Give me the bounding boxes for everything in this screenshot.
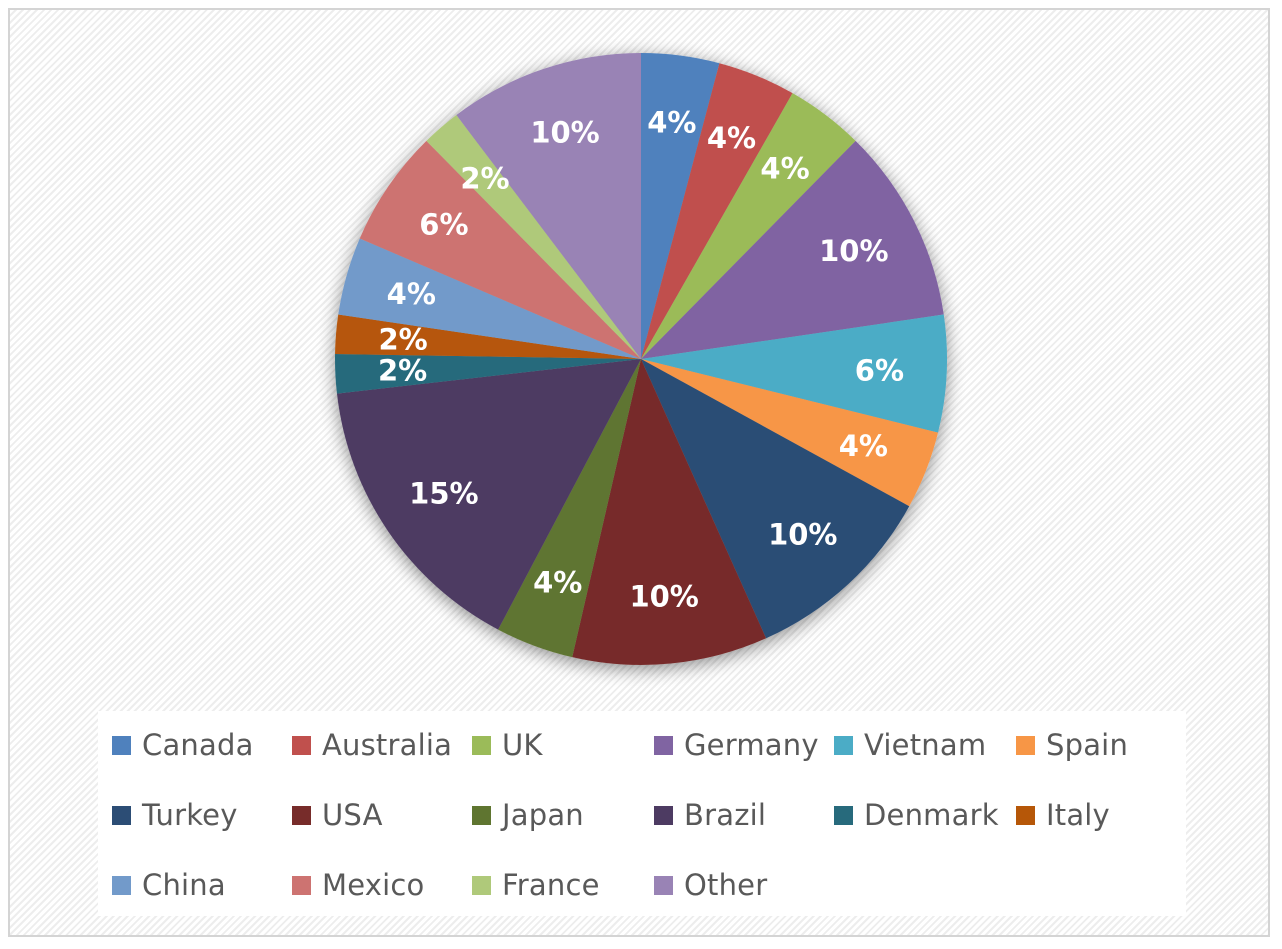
legend-swatch (654, 805, 673, 825)
slice-label-mexico: 6% (419, 207, 468, 241)
legend-item-china: China (112, 865, 226, 905)
legend-label: Spain (1046, 728, 1129, 762)
legend-item-other: Other (654, 865, 767, 905)
slice-label-italy: 2% (378, 323, 427, 357)
legend-swatch (112, 735, 131, 755)
legend-label: China (142, 868, 226, 902)
legend-label: Turkey (142, 798, 238, 832)
legend-label: Denmark (864, 798, 999, 832)
slice-label-canada: 4% (647, 105, 696, 139)
slice-label-germany: 10% (819, 234, 888, 268)
legend-swatch (112, 875, 131, 895)
slice-label-turkey: 10% (768, 517, 837, 551)
legend-item-brazil: Brazil (654, 795, 766, 835)
legend-item-turkey: Turkey (112, 795, 238, 835)
pie-slice-canada (641, 53, 720, 359)
legend-swatch (1016, 735, 1035, 755)
legend-label: Brazil (684, 798, 767, 832)
pie-slice-japan (498, 359, 641, 658)
pie-slice-vietnam (641, 314, 947, 433)
legend-item-uk: UK (472, 725, 543, 765)
legend-swatch (654, 735, 673, 755)
pie-slice-china (338, 238, 641, 359)
slice-label-china: 4% (387, 277, 436, 311)
legend-label: Australia (322, 728, 453, 762)
pie-slice-denmark (335, 354, 641, 394)
pie-slice-other (456, 53, 641, 359)
pie-slice-spain (641, 359, 939, 507)
legend-swatch (112, 805, 131, 825)
legend-label: Italy (1046, 798, 1110, 832)
pie-slice-uk (641, 93, 856, 360)
slice-label-brazil: 15% (409, 477, 478, 511)
pie-slice-brazil (336, 359, 641, 630)
legend-swatch (472, 735, 491, 755)
legend-swatch (1016, 805, 1035, 825)
pie-slice-usa (572, 359, 767, 665)
legend-item-canada: Canada (112, 725, 254, 765)
legend-label: Mexico (322, 868, 425, 902)
legend-swatch (834, 735, 853, 755)
slice-label-vietnam: 6% (855, 354, 904, 388)
legend-swatch (472, 805, 491, 825)
legend-label: UK (502, 728, 543, 762)
legend-item-france: France (472, 865, 600, 905)
legend-label: France (502, 868, 600, 902)
pie-slice-mexico (359, 140, 641, 359)
pie-slice-germany (641, 140, 944, 359)
legend-swatch (292, 875, 311, 895)
slice-label-uk: 4% (760, 152, 809, 186)
legend-item-italy: Italy (1016, 795, 1110, 835)
legend-swatch (834, 805, 853, 825)
legend-item-usa: USA (292, 795, 383, 835)
slice-label-australia: 4% (707, 121, 756, 155)
legend-item-germany: Germany (654, 725, 819, 765)
slice-label-spain: 4% (839, 429, 888, 463)
legend-item-spain: Spain (1016, 725, 1128, 765)
legend-swatch (472, 875, 491, 895)
legend-swatch (654, 875, 673, 895)
legend-label: Germany (684, 728, 819, 762)
legend-item-japan: Japan (472, 795, 584, 835)
legend-label: Canada (142, 728, 254, 762)
slice-label-japan: 4% (533, 566, 582, 600)
legend-label: Japan (502, 798, 584, 832)
legend-label: Vietnam (864, 728, 987, 762)
legend-item-mexico: Mexico (292, 865, 424, 905)
legend-item-australia: Australia (292, 725, 452, 765)
pie-slice-australia (641, 63, 793, 359)
legend-item-vietnam: Vietnam (834, 725, 986, 765)
chart-legend: Canada Australia UK Germany Vietnam Spain Turk… (98, 711, 1186, 916)
slice-label-other: 10% (530, 116, 599, 150)
legend-label: USA (322, 798, 383, 832)
slice-label-france: 2% (460, 161, 509, 195)
pie-slice-turkey (641, 359, 910, 639)
pie-slice-france (426, 114, 641, 359)
legend-swatch (292, 735, 311, 755)
legend-swatch (292, 805, 311, 825)
slice-label-usa: 10% (629, 580, 698, 614)
slice-label-denmark: 2% (378, 354, 427, 388)
legend-item-denmark: Denmark (834, 795, 999, 835)
legend-label: Other (684, 868, 768, 902)
pie-slice-italy (335, 314, 641, 359)
